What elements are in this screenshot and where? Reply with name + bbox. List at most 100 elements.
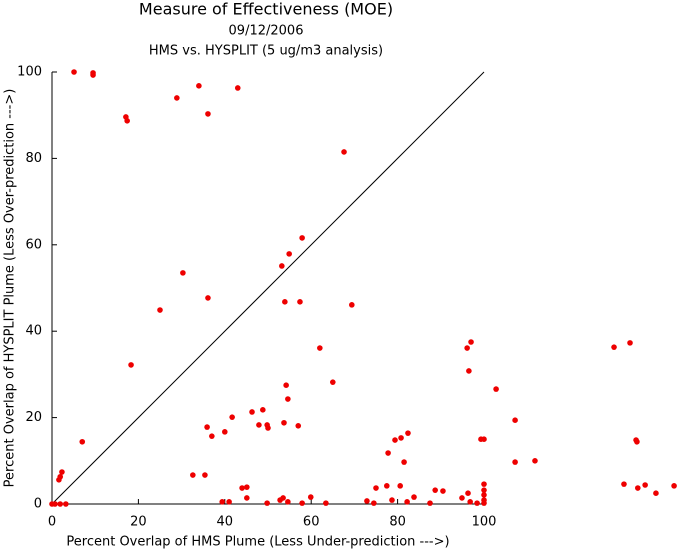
y-tick-label: 20: [25, 410, 42, 425]
point: [57, 501, 64, 507]
point: [627, 340, 633, 346]
point: [611, 344, 617, 350]
point: [481, 487, 487, 493]
x-tick-label: 100: [472, 515, 497, 530]
point: [204, 424, 210, 430]
point: [671, 483, 677, 489]
point: [464, 345, 470, 351]
point: [384, 483, 390, 489]
point: [512, 459, 518, 465]
point: [493, 386, 499, 392]
point: [653, 490, 659, 497]
point: [282, 299, 288, 305]
point: [264, 500, 270, 506]
x-tick-label: 40: [217, 515, 234, 530]
point: [180, 270, 186, 276]
point: [440, 488, 446, 494]
point: [297, 299, 303, 305]
y-tick-label: 40: [25, 324, 42, 339]
point: [392, 437, 398, 443]
point: [397, 483, 403, 489]
x-tick-label: 20: [130, 515, 147, 530]
point: [401, 459, 407, 465]
point: [286, 251, 292, 257]
point: [59, 469, 65, 475]
x-tick-label: 80: [389, 515, 406, 530]
point: [57, 473, 64, 480]
x-tick-label: 0: [48, 515, 56, 530]
point: [621, 481, 627, 487]
point: [285, 396, 291, 402]
point: [512, 417, 518, 423]
chart-subtitle: HMS vs. HYSPLIT (5 ug/m3 analysis): [149, 44, 383, 59]
point: [385, 450, 391, 456]
point: [389, 497, 395, 503]
point: [427, 500, 433, 506]
point: [432, 487, 438, 493]
point: [371, 500, 377, 506]
point: [285, 499, 291, 505]
chart-title: Measure of Effectiveness (MOE): [139, 0, 393, 19]
point: [634, 438, 640, 445]
point: [468, 339, 474, 345]
point: [481, 500, 487, 506]
point: [196, 83, 202, 89]
point: [481, 492, 487, 498]
point: [349, 302, 355, 308]
point: [532, 458, 538, 464]
point: [481, 436, 487, 443]
point: [398, 435, 404, 441]
point: [219, 499, 226, 505]
point: [299, 235, 305, 241]
point: [281, 419, 287, 426]
point: [239, 485, 245, 491]
point: [229, 414, 235, 420]
point: [323, 500, 329, 506]
point: [244, 484, 250, 490]
y-axis-label: Percent Overlap of HYSPLIT Plume (Less O…: [3, 89, 18, 488]
point: [295, 423, 302, 429]
point: [642, 482, 648, 488]
point: [205, 111, 211, 117]
point: [128, 362, 134, 368]
point: [202, 472, 208, 478]
point: [190, 472, 196, 478]
point: [474, 500, 480, 506]
point: [364, 498, 370, 504]
point: [174, 95, 180, 101]
point: [222, 429, 228, 435]
point: [124, 118, 130, 124]
point: [260, 407, 266, 413]
x-tick-label: 60: [303, 515, 320, 530]
point: [226, 499, 232, 505]
x-axis-label: Percent Overlap of HMS Plume (Less Under…: [66, 535, 449, 550]
point: [465, 490, 471, 497]
point: [279, 263, 285, 269]
point: [157, 307, 163, 313]
point: [317, 345, 323, 351]
point: [341, 149, 347, 155]
point: [234, 85, 241, 91]
point: [280, 495, 286, 501]
point: [634, 485, 641, 491]
point: [466, 368, 472, 374]
point: [307, 494, 314, 500]
point: [459, 495, 465, 501]
y-tick-label: 0: [34, 497, 42, 512]
point: [299, 500, 305, 506]
point: [481, 481, 487, 487]
point: [404, 499, 410, 505]
y-tick-label: 60: [25, 237, 42, 252]
y-tick-label: 80: [25, 151, 42, 166]
point: [249, 409, 255, 415]
point: [265, 425, 271, 431]
chart-subtitle: 09/12/2006: [229, 24, 304, 39]
y-tick-label: 100: [17, 65, 42, 80]
point: [411, 494, 417, 500]
point: [256, 422, 262, 428]
point: [63, 501, 69, 507]
point: [79, 438, 86, 445]
point: [90, 72, 96, 78]
point: [467, 499, 473, 505]
